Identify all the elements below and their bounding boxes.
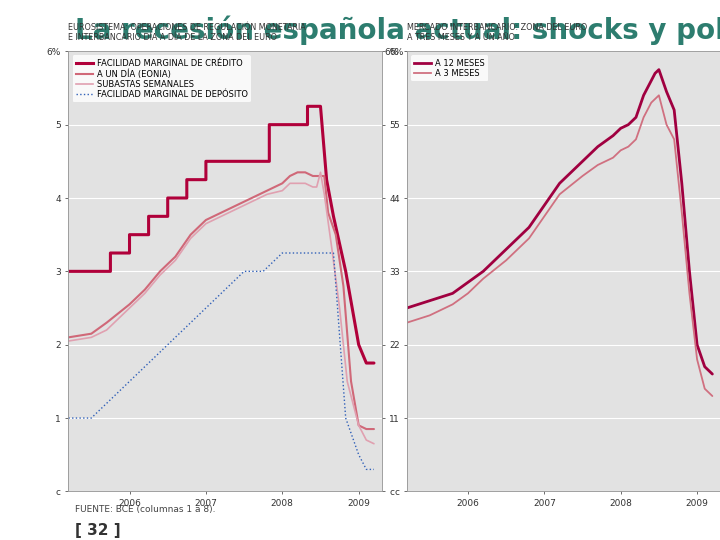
Text: Macroeconomía: Macroeconomía xyxy=(23,234,42,393)
Text: La recesión española actual: shocks y políticas: La recesión española actual: shocks y po… xyxy=(75,16,720,45)
Text: FUENTE: BCE (columnas 1 a 8).: FUENTE: BCE (columnas 1 a 8). xyxy=(75,505,215,514)
Text: EUROSISTEMA: OPERACIONES DE REGULACIÓN MONETARIA
E INTERBANCARIO DÍA A DÍA DE LA: EUROSISTEMA: OPERACIONES DE REGULACIÓN M… xyxy=(68,23,306,43)
Text: MERCADO INTERBANCARIO: ZONA DEL EURO
A TRES MESES Y A UN AÑO: MERCADO INTERBANCARIO: ZONA DEL EURO A T… xyxy=(407,23,587,43)
Legend: FACILIDAD MARGINAL DE CRÉDITO, A UN DÍA (EONIA), SUBASTAS SEMANALES, FACILIDAD M: FACILIDAD MARGINAL DE CRÉDITO, A UN DÍA … xyxy=(73,56,251,103)
Legend: A 12 MESES, A 3 MESES: A 12 MESES, A 3 MESES xyxy=(411,56,488,82)
Text: [ 32 ]: [ 32 ] xyxy=(75,523,120,538)
